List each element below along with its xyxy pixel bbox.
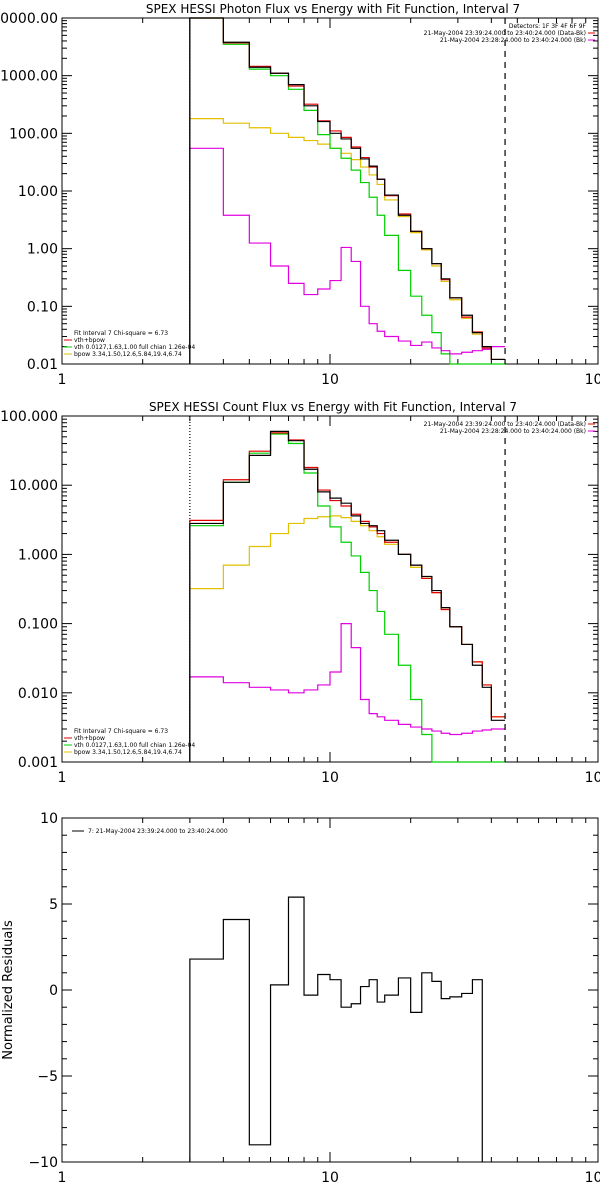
y-tick-label: 0000.00 — [0, 11, 58, 27]
x-tick-label: 100 — [585, 1170, 600, 1186]
legend-entry: 21-May-2004 23:39:24.000 to 23:40:24.000… — [424, 30, 586, 37]
chart-title: SPEX HESSI Count Flux vs Energy with Fit… — [149, 400, 517, 414]
y-tick-label: 0.100 — [18, 617, 58, 633]
series-total-line — [189, 17, 506, 364]
series-bk-line — [189, 147, 506, 364]
x-tick-label: 10 — [321, 372, 339, 388]
series-data-line — [189, 896, 483, 1162]
chart-panel-1: SPEX HESSI Photon Flux vs Energy with Fi… — [0, 2, 600, 388]
x-tick-label: 10 — [321, 1170, 339, 1186]
y-tick-label: −5 — [37, 1069, 58, 1085]
legend-entry: bpow 3.34,1.50,12.6,5.84,19.4,6.74 — [74, 749, 182, 756]
y-tick-label: 0.01 — [27, 357, 58, 373]
y-tick-label: 5 — [49, 897, 58, 913]
plot-frame — [61, 17, 599, 365]
y-tick-label: 10.000 — [9, 478, 58, 494]
series-data-line — [189, 430, 506, 762]
y-tick-label: 100.00 — [9, 126, 58, 142]
y-tick-label: −10 — [28, 1155, 58, 1171]
legend-entry: 7: 21-May-2004 23:39:24.000 to 23:40:24.… — [88, 828, 228, 835]
series-bk-line — [189, 623, 506, 762]
y-tick-label: 0.10 — [27, 299, 58, 315]
x-tick-label: 10 — [321, 770, 339, 786]
legend-entry: vth 0.0127,1.63,1.00 full chian 1.26e-04 — [74, 742, 195, 749]
plot-frame — [61, 415, 599, 763]
chart-panel-2: SPEX HESSI Count Flux vs Energy with Fit… — [0, 400, 600, 786]
y-tick-label: 1000.00 — [0, 69, 58, 85]
y-tick-label: 0.010 — [18, 686, 58, 702]
series-vth-line — [189, 433, 506, 763]
y-tick-label: 1.000 — [18, 547, 58, 563]
chart-title: SPEX HESSI Photon Flux vs Energy with Fi… — [146, 2, 520, 16]
x-tick-label: 100 — [585, 770, 600, 786]
y-tick-label: 100.000 — [0, 409, 58, 425]
series-vth-line — [189, 17, 506, 365]
y-tick-label: 0.001 — [18, 755, 58, 771]
legend-entry: vth+bpow — [74, 735, 105, 742]
legend-entry: vth+bpow — [74, 337, 105, 344]
legend-entry: Fit Interval 7 Chi-square = 6.73 — [74, 330, 168, 337]
legend-entry: bpow 3.34,1.50,12.6,5.84,19.4,6.74 — [74, 351, 182, 358]
legend-entry: vth 0.0127,1.63,1.00 full chian 1.26e-04 — [74, 344, 195, 351]
x-tick-label: 1 — [58, 1170, 67, 1186]
legend-entry: 21-May-2004 23:39:24.000 to 23:40:24.000… — [424, 421, 586, 428]
legend-entry: Detectors: 1F 3F 4F 6F 9F — [509, 23, 587, 30]
y-tick-label: 1.00 — [27, 242, 58, 258]
x-tick-label: 100 — [585, 372, 600, 388]
series-bpow-line — [189, 118, 506, 364]
legend-entry: 21-May-2004 23:28:24.000 to 23:40:24.000… — [440, 37, 586, 44]
series-bpow-line — [189, 515, 506, 762]
series-data-line — [189, 17, 506, 364]
y-tick-label: 10 — [40, 811, 58, 827]
legend-entry: 21-May-2004 23:28:24.000 to 23:40:24.000… — [440, 428, 586, 435]
legend-entry: Fit Interval 7 Chi-square = 6.73 — [74, 728, 168, 735]
plot-frame — [61, 817, 599, 1163]
x-tick-label: 1 — [58, 372, 67, 388]
y-axis-label: Normalized Residuals — [1, 920, 16, 1060]
x-tick-label: 1 — [58, 770, 67, 786]
y-tick-label: 0 — [49, 983, 58, 999]
y-tick-label: 10.00 — [18, 184, 58, 200]
chart-panel-3: Normalized Residuals 1 10 100 −10 −5 0 5 10 7: 21… — [1, 811, 600, 1186]
